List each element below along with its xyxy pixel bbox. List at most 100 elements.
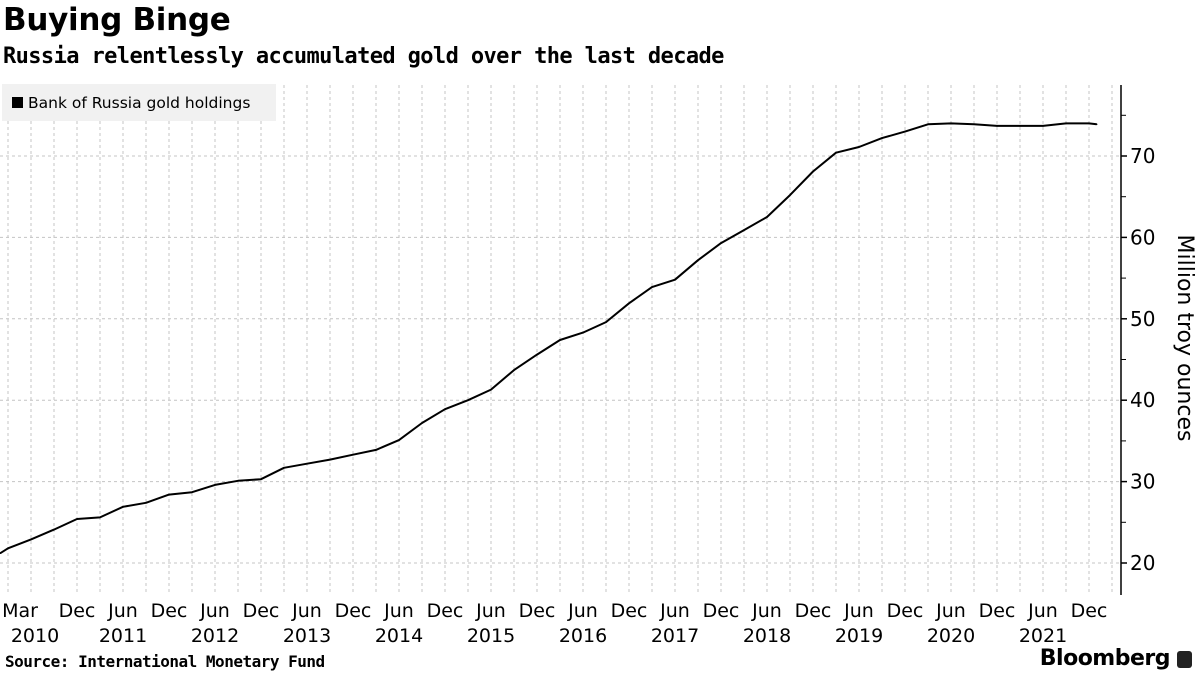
x-tick-label-month: Dec [335, 600, 372, 622]
x-tick-label-month: Dec [59, 600, 96, 622]
x-tick-label-month: Dec [795, 600, 832, 622]
data-point [1065, 122, 1067, 125]
data-point [53, 528, 55, 531]
data-point [191, 491, 193, 493]
x-tick-label-month: Jun [751, 600, 782, 622]
y-axis-title: Million troy ounces [1172, 235, 1197, 442]
x-tick-label-month: Dec [979, 600, 1016, 622]
data-point [904, 130, 906, 133]
data-point [812, 170, 814, 173]
x-tick-label-month: Dec [703, 600, 740, 622]
data-point [881, 137, 883, 139]
data-point [605, 321, 607, 323]
data-point [766, 216, 768, 218]
series-line-bank-of-russia-gold [0, 122, 1097, 555]
data-point [536, 353, 538, 356]
series-lines [0, 122, 1098, 555]
x-tick-label-year: 2020 [927, 625, 975, 647]
x-tick-label-month: Jun [935, 600, 966, 622]
y-tick-label: 70 [1130, 144, 1155, 168]
data-point [996, 125, 998, 127]
x-tick-label-month: Dec [151, 600, 188, 622]
data-point [444, 408, 446, 410]
data-point [651, 286, 653, 288]
data-point [467, 399, 469, 402]
x-tick-label-year: 2014 [375, 625, 423, 647]
data-point [1095, 123, 1098, 126]
data-point [674, 278, 676, 281]
data-point [1042, 125, 1044, 127]
data-point [927, 123, 929, 126]
x-tick-label-month: Dec [519, 600, 556, 622]
data-point [398, 439, 400, 441]
data-point [973, 123, 975, 126]
data-point [421, 422, 423, 424]
x-tick-label-month: Dec [243, 600, 280, 622]
legend: Bank of Russia gold holdings [2, 84, 276, 121]
x-tick-label-year: 2010 [11, 625, 59, 647]
data-point [835, 151, 837, 154]
x-tick-label-month: Jun [107, 600, 138, 622]
y-tick-label: 20 [1130, 551, 1155, 575]
x-tick-label-month: Dec [427, 600, 464, 622]
x-tick-label-year: 2012 [191, 625, 239, 647]
y-tick-label: 40 [1130, 388, 1155, 412]
data-point [306, 462, 308, 465]
data-point [283, 466, 285, 469]
x-tick-label-month: Jun [291, 600, 322, 622]
x-tick-label-month: Jun [199, 600, 230, 622]
x-tick-label-month: Mar [2, 600, 38, 622]
x-tick-label-month: Jun [659, 600, 690, 622]
x-tick-label-year: 2013 [283, 625, 331, 647]
data-point [30, 538, 32, 541]
bloomberg-chart-icon [1177, 651, 1192, 668]
data-point [168, 493, 170, 496]
data-point [789, 194, 791, 196]
data-point [628, 302, 630, 305]
data-point [237, 479, 239, 482]
data-point [513, 369, 515, 371]
y-tick-label: 30 [1130, 470, 1155, 494]
data-point [0, 552, 2, 555]
x-tick-label-year: 2016 [559, 625, 607, 647]
data-point [743, 229, 745, 231]
x-tick-label-year: 2011 [99, 625, 147, 647]
grid [0, 85, 1121, 595]
y-axis: 20 30 40 50 60 70 [1120, 85, 1155, 595]
data-point [145, 501, 147, 504]
data-point [214, 484, 216, 486]
data-point [559, 339, 561, 341]
data-point [858, 146, 860, 148]
x-tick-label-month: Jun [475, 600, 506, 622]
data-point [697, 259, 699, 261]
x-tick-label-month: Dec [611, 600, 648, 622]
data-point [7, 547, 9, 550]
data-point [490, 388, 492, 391]
data-point [122, 506, 124, 508]
x-tick-label-year: 2018 [743, 625, 791, 647]
legend-swatch [12, 97, 23, 108]
data-point [352, 453, 354, 456]
x-tick-label-month: Dec [887, 600, 924, 622]
data-point [720, 242, 722, 244]
data-point [1019, 125, 1021, 127]
data-point [329, 458, 331, 461]
x-tick-label-year: 2021 [1019, 625, 1067, 647]
bloomberg-logo: Bloomberg [1039, 646, 1171, 671]
data-point [99, 516, 101, 519]
x-tick-label-year: 2019 [835, 625, 883, 647]
x-tick-label-month: Jun [843, 600, 874, 622]
data-point [76, 518, 78, 520]
chart-title: Buying Binge [3, 2, 231, 38]
data-point [950, 122, 952, 125]
x-tick-label-month: Jun [1027, 600, 1058, 622]
y-tick-label: 60 [1130, 225, 1155, 249]
chart-subtitle: Russia relentlessly accumulated gold ove… [3, 44, 724, 69]
x-tick-label-month: Jun [567, 600, 598, 622]
source-note: Source: International Monetary Fund [5, 652, 325, 671]
x-tick-label-year: 2015 [467, 625, 515, 647]
x-tick-label-month: Jun [383, 600, 414, 622]
data-point [582, 331, 584, 334]
data-point [260, 478, 262, 480]
